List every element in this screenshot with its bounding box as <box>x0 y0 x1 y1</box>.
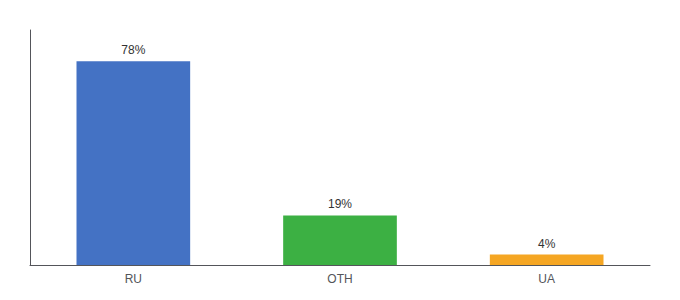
svg-text:4%: 4% <box>538 237 556 251</box>
svg-text:19%: 19% <box>328 197 352 211</box>
svg-text:UA: UA <box>538 272 555 286</box>
svg-text:78%: 78% <box>121 43 145 57</box>
svg-text:OTH: OTH <box>327 272 352 286</box>
svg-text:RU: RU <box>125 272 142 286</box>
